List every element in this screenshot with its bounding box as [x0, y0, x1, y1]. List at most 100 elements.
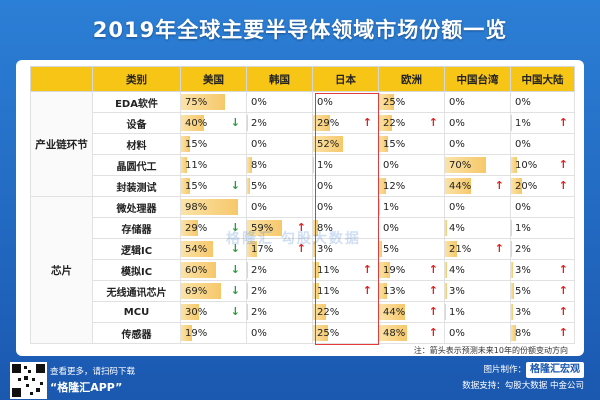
share-value: 52%	[317, 138, 340, 150]
table-row: 设备 40% ↓ 2% 29% ↑ 22% ↑ 0% 1% ↑	[31, 112, 575, 134]
share-value: 2%	[251, 285, 267, 297]
share-bar	[511, 325, 516, 341]
arrow-up-icon: ↑	[362, 263, 372, 276]
share-value: 0%	[449, 117, 465, 129]
share-cell: 44% ↑	[378, 301, 445, 323]
share-cell: 2%	[246, 259, 313, 281]
share-bar	[511, 262, 513, 278]
share-bar	[181, 262, 217, 278]
share-cell: 15%	[378, 133, 445, 155]
share-value: 60%	[185, 264, 208, 276]
share-bar	[445, 220, 448, 236]
table-row: 无线通讯芯片 69% ↓ 2% 11% ↑ 13% ↑ 3% 5% ↑	[31, 280, 575, 302]
share-cell: 2%	[246, 112, 313, 134]
share-value: 3%	[515, 306, 531, 318]
share-bar	[511, 283, 514, 299]
share-bar	[181, 115, 205, 131]
share-bar	[313, 262, 320, 278]
header-category: 类别	[92, 66, 181, 92]
share-value: 0%	[383, 222, 399, 234]
arrow-up-icon: ↑	[428, 263, 438, 276]
arrow-down-icon: ↓	[230, 179, 240, 192]
share-cell: 2%	[510, 238, 575, 260]
share-bar	[445, 283, 447, 299]
share-cell: 0%	[246, 322, 313, 344]
share-bar	[247, 178, 250, 194]
table-row: 传感器 19% 0% 25% 48% ↑ 0% 8% ↑	[31, 322, 575, 344]
share-bar	[181, 94, 225, 110]
share-value: 2%	[251, 264, 267, 276]
share-cell: 15% ↓	[180, 175, 247, 197]
arrow-up-icon: ↑	[428, 326, 438, 339]
arrow-up-icon: ↑	[494, 242, 504, 255]
share-value: 11%	[317, 285, 340, 297]
share-cell: 8%	[246, 154, 313, 176]
share-value: 25%	[383, 96, 406, 108]
share-bar	[181, 325, 193, 341]
share-value: 0%	[449, 201, 465, 213]
header-taiwan: 中国台湾	[444, 66, 511, 92]
share-bar	[445, 262, 448, 278]
share-cell: 19% ↑	[378, 259, 445, 281]
share-cell: 0%	[312, 196, 379, 218]
share-cell: 60% ↓	[180, 259, 247, 281]
share-bar	[379, 304, 405, 320]
share-value: 3%	[449, 285, 465, 297]
share-cell: 12%	[378, 175, 445, 197]
share-cell: 8% ↑	[510, 322, 575, 344]
share-value: 25%	[317, 327, 340, 339]
share-cell: 0%	[444, 196, 511, 218]
share-value: 0%	[449, 138, 465, 150]
share-cell: 54% ↓	[180, 238, 247, 260]
share-cell: 0%	[246, 91, 313, 113]
arrow-up-icon: ↑	[428, 305, 438, 318]
share-bar	[181, 136, 190, 152]
arrow-down-icon: ↓	[230, 116, 240, 129]
qr-code-icon	[10, 362, 47, 399]
share-cell: 3% ↑	[510, 301, 575, 323]
share-cell: 15%	[180, 133, 247, 155]
share-cell: 22% ↑	[378, 112, 445, 134]
share-value: 0%	[251, 96, 267, 108]
share-value: 59%	[251, 222, 274, 234]
table-row: 封装测试 15% ↓ 5% 0% 12% 44% ↑ 20% ↑	[31, 175, 575, 197]
share-value: 11%	[185, 159, 208, 171]
share-cell: 20% ↑	[510, 175, 575, 197]
share-bar	[247, 220, 282, 236]
cta-text: 查看更多，请扫码下载	[50, 367, 136, 377]
arrow-up-icon: ↑	[558, 284, 568, 297]
share-cell: 0%	[444, 133, 511, 155]
share-value: 15%	[185, 138, 208, 150]
share-cell: 1%	[378, 196, 445, 218]
table-row: 芯片 微处理器 98% 0% 0% 1% 0% 0%	[30, 196, 575, 344]
share-cell: 0%	[312, 91, 379, 113]
share-cell: 5%	[246, 175, 313, 197]
share-value: 0%	[515, 96, 531, 108]
share-value: 19%	[383, 264, 406, 276]
share-value: 48%	[383, 327, 406, 339]
share-cell: 30% ↓	[180, 301, 247, 323]
share-cell: 25%	[378, 91, 445, 113]
share-cell: 11%	[180, 154, 247, 176]
share-bar	[313, 241, 315, 257]
share-bar	[379, 199, 380, 215]
share-cell: 0%	[378, 154, 445, 176]
share-value: 19%	[185, 327, 208, 339]
share-bar	[379, 262, 391, 278]
share-value: 1%	[515, 117, 531, 129]
share-bar	[379, 283, 387, 299]
share-cell: 3%	[444, 280, 511, 302]
share-value: 0%	[449, 96, 465, 108]
category-cell: 逻辑IC	[92, 238, 181, 260]
share-bar	[181, 241, 213, 257]
share-bar	[247, 262, 249, 278]
header-group	[30, 66, 93, 92]
share-value: 15%	[185, 180, 208, 192]
share-value: 1%	[317, 159, 333, 171]
share-value: 29%	[185, 222, 208, 234]
share-value: 1%	[449, 306, 465, 318]
share-value: 12%	[383, 180, 406, 192]
category-cell: MCU	[92, 301, 181, 323]
share-bar	[379, 241, 382, 257]
header-mainland: 中国大陆	[510, 66, 575, 92]
